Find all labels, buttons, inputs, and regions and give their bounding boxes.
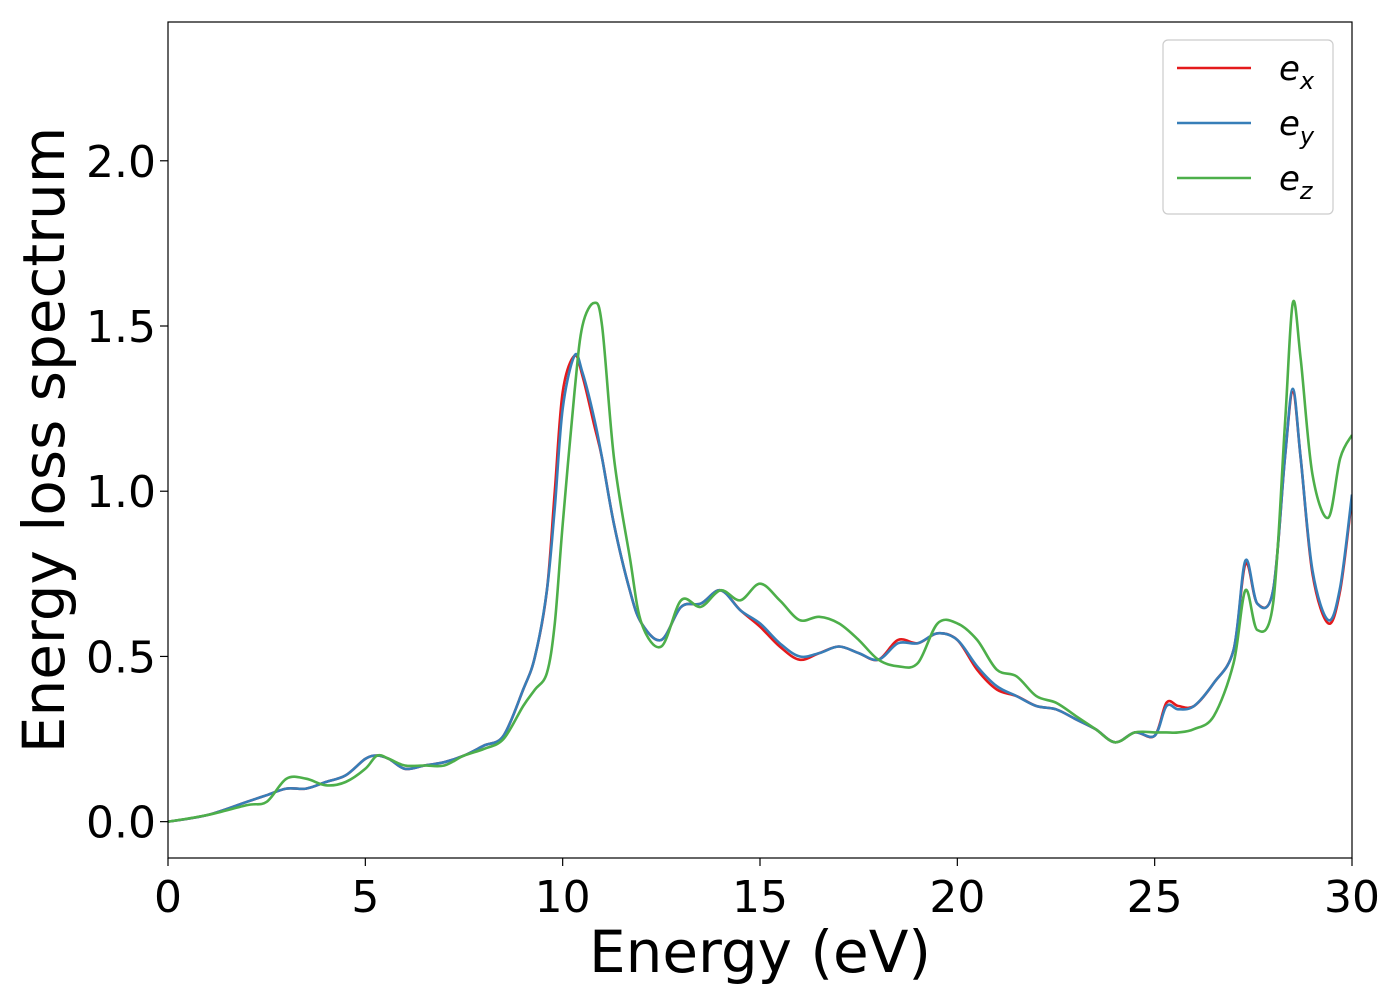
y-tick-label: 1.5 — [86, 302, 156, 353]
x-axis-title: Energy (eV) — [589, 918, 931, 986]
legend-box — [1162, 39, 1334, 215]
legend-label: ex — [1279, 49, 1315, 95]
y-axis-title: Energy loss spectrum — [10, 127, 78, 753]
series-layer — [168, 299, 1352, 823]
y-axis: 0.0 0.5 1.0 1.5 2.0 — [86, 137, 168, 849]
x-tick-label: 15 — [732, 872, 788, 923]
x-tick-label: 30 — [1324, 872, 1380, 923]
x-tick-label: 25 — [1127, 872, 1183, 923]
x-tick-label: 20 — [929, 872, 985, 923]
series-line-e-z — [168, 299, 1352, 823]
y-tick-label: 1.0 — [86, 467, 156, 518]
y-tick-label: 0.5 — [86, 632, 156, 683]
legend-label: ey — [1279, 104, 1315, 150]
x-axis: 0 5 10 15 20 25 30 — [154, 858, 1380, 923]
x-tick-label: 0 — [154, 872, 182, 923]
y-tick-label: 0.0 — [86, 798, 156, 849]
y-tick-label: 2.0 — [86, 137, 156, 188]
x-tick-label: 10 — [535, 872, 591, 923]
x-tick-label: 5 — [351, 872, 379, 923]
